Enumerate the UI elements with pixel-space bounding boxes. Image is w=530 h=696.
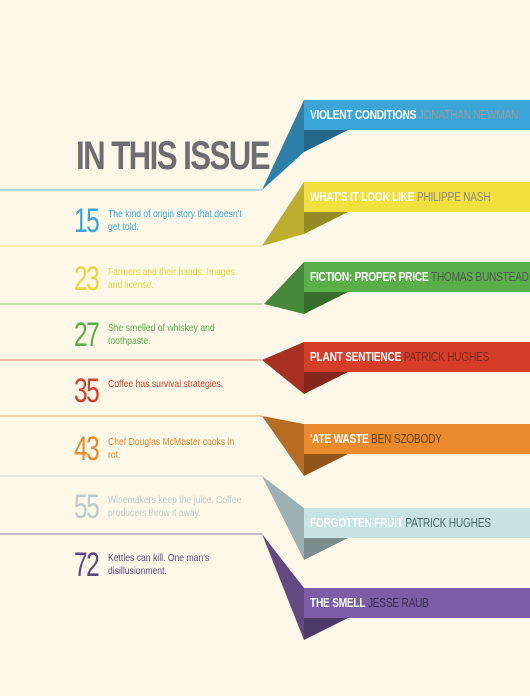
article-author: PATRICK HUGHES [403,349,490,364]
article-title: FORGOTTEN FRUIT [310,515,403,530]
ribbon-band [304,588,530,618]
ribbon-label[interactable]: FICTION: PROPER PRICE THOMAS BUNSTEAD [310,262,529,292]
ribbon-fold [264,262,304,314]
ribbon-band [304,262,530,292]
ribbon-shadow [304,454,348,476]
article-author: JESSE RAUB [367,595,429,610]
issue-page-number: 43 [74,430,100,468]
ribbon-fold [262,342,304,394]
ribbon-label[interactable]: VIOLENT CONDITIONS JONATHAN NEWMAN [310,100,518,130]
issue-page-number: 23 [74,260,100,298]
article-title: PLANT SENTIENCE [310,349,402,364]
page-title: IN THIS ISSUE [76,134,271,178]
ribbon-shadow [304,538,348,560]
issue-description: Chef Douglas McMaster cooks in rot. [108,436,235,461]
issue-description: The kind of origin story that doesn't ge… [108,208,242,233]
article-title: WHAT'S IT LOOK LIKE [310,189,415,204]
ribbon-label[interactable]: PLANT SENTIENCE PATRICK HUGHES [310,342,489,372]
article-author: JONATHAN NEWMAN [418,107,519,122]
ribbon-band [304,342,530,372]
ribbon-fold [262,476,304,560]
article-title: FICTION: PROPER PRICE [310,269,429,284]
ribbon-label[interactable]: WHAT'S IT LOOK LIKE PHILIPPE NASH [310,182,491,212]
ribbon-fold [262,100,304,190]
ribbon-fold [262,182,304,246]
issue-description: Farmers and their hands. Images and lice… [108,266,235,291]
ribbon-shadow [304,212,348,234]
article-author: BEN SZOBODY [371,431,442,446]
ribbon-band [304,182,530,212]
issue-description: She smelled of whiskey and toothpaste. [108,322,215,347]
issue-description: Kettles can kill. One man's disillusionm… [108,552,210,577]
issue-page-number: 27 [74,316,100,354]
ribbon-label[interactable]: 'ATE WASTE BEN SZOBODY [310,424,442,454]
article-title: VIOLENT CONDITIONS [310,107,417,122]
ribbon-shadow [304,372,348,394]
ribbon-fold [262,534,304,640]
ribbon-label[interactable]: FORGOTTEN FRUIT PATRICK HUGHES [310,508,491,538]
issue-page-number: 15 [74,202,100,240]
article-title: THE SMELL [310,595,366,610]
ribbon-band [304,424,530,454]
ribbon-band [304,100,530,130]
article-title: 'ATE WASTE [310,431,369,446]
issue-page-number: 72 [74,546,100,584]
article-author: THOMAS BUNSTEAD [430,269,529,284]
issue-page-number: 35 [74,372,100,410]
ribbon-label[interactable]: THE SMELL JESSE RAUB [310,588,429,618]
article-author: PHILIPPE NASH [416,189,491,204]
ribbon-fold [262,416,304,476]
ribbon-shadow [304,618,348,640]
ribbon-shadow [304,292,348,314]
issue-description: Winemakers keep the juice. Coffee produc… [108,494,242,519]
issue-description: Coffee has survival strategies. [108,378,224,390]
ribbon-band [304,508,530,538]
ribbon-shadow [304,130,348,152]
issue-page-number: 55 [74,488,100,526]
article-author: PATRICK HUGHES [405,515,491,530]
